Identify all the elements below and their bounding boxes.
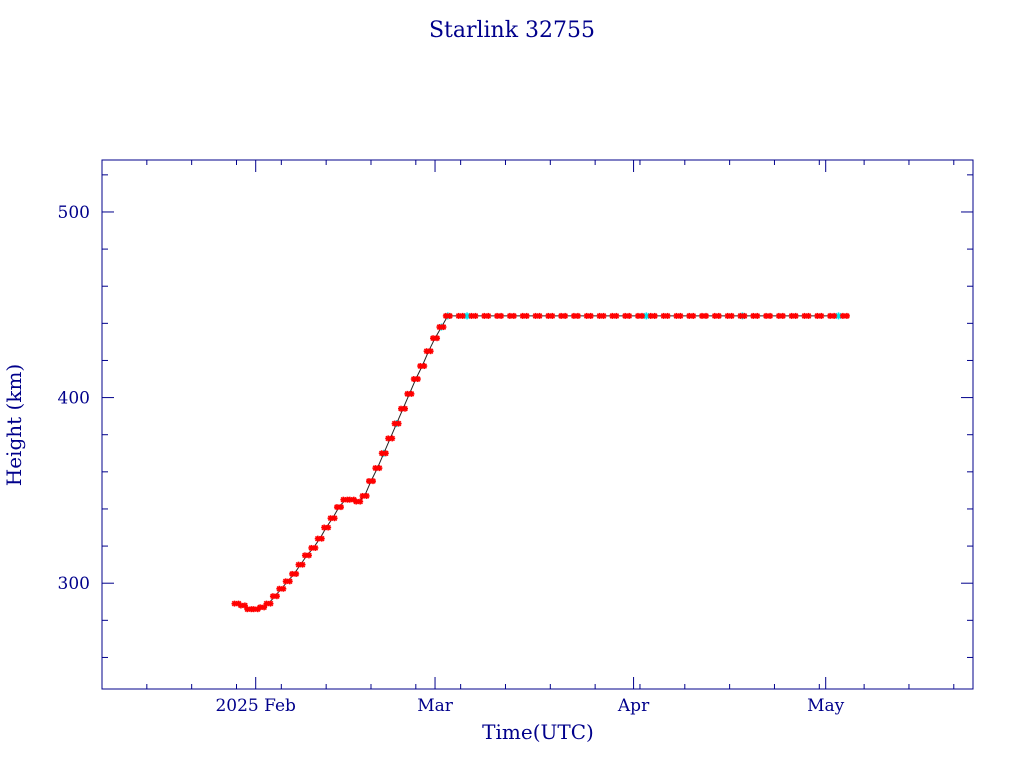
data-point xyxy=(818,312,825,319)
data-point xyxy=(677,312,684,319)
x-tick-label: May xyxy=(807,696,845,716)
x-tick-label: Apr xyxy=(617,696,650,716)
data-point xyxy=(434,335,441,342)
data-point xyxy=(664,312,671,319)
data-point xyxy=(382,450,389,457)
data-point xyxy=(831,312,838,319)
data-point xyxy=(715,312,722,319)
data-point xyxy=(363,492,370,499)
data-point xyxy=(792,312,799,319)
data-point xyxy=(357,498,364,505)
data-points xyxy=(231,312,850,613)
data-point xyxy=(299,561,306,568)
y-tick-label: 500 xyxy=(58,203,90,223)
interpolated-points xyxy=(380,312,843,457)
x-axis-ticks: 2025 Feb Mar Apr May xyxy=(215,160,845,716)
data-point xyxy=(472,312,479,319)
data-point xyxy=(523,312,530,319)
data-point xyxy=(703,312,710,319)
data-point xyxy=(536,312,543,319)
data-point xyxy=(446,312,453,319)
data-point xyxy=(549,312,556,319)
data-point xyxy=(273,593,280,600)
data-point xyxy=(510,312,517,319)
data-point xyxy=(280,585,287,592)
data-point xyxy=(337,504,344,511)
chart-title: Starlink 32755 xyxy=(429,18,595,43)
height-series-line xyxy=(236,315,845,610)
y-axis-label: Height (km) xyxy=(2,364,26,486)
data-point xyxy=(562,312,569,319)
data-point xyxy=(574,312,581,319)
data-point xyxy=(293,570,300,577)
data-point xyxy=(395,420,402,427)
data-point xyxy=(779,312,786,319)
data-point xyxy=(613,312,620,319)
data-point xyxy=(325,524,332,531)
data-point xyxy=(369,478,376,485)
data-point xyxy=(805,312,812,319)
data-point xyxy=(485,312,492,319)
data-point xyxy=(331,515,338,522)
data-point xyxy=(741,312,748,319)
data-point xyxy=(600,312,607,319)
data-point xyxy=(414,376,421,383)
data-point xyxy=(638,312,645,319)
data-point xyxy=(408,390,415,397)
data-point xyxy=(651,312,658,319)
data-point xyxy=(587,312,594,319)
data-point xyxy=(402,405,409,412)
data-point xyxy=(754,312,761,319)
data-point xyxy=(498,312,505,319)
data-point xyxy=(421,363,428,370)
minor-ticks xyxy=(102,160,973,689)
x-axis-label: Time(UTC) xyxy=(482,720,594,744)
y-axis-ticks: 300 400 500 xyxy=(58,203,973,594)
y-tick-label: 300 xyxy=(58,574,90,594)
data-point xyxy=(389,435,396,442)
data-point xyxy=(312,544,319,551)
data-point xyxy=(843,312,850,319)
data-point xyxy=(286,578,293,585)
data-point xyxy=(318,535,325,542)
data-point xyxy=(728,312,735,319)
data-point xyxy=(305,552,312,559)
data-point xyxy=(767,312,774,319)
data-point xyxy=(376,465,383,472)
data-point xyxy=(427,348,434,355)
data-point xyxy=(459,312,466,319)
data-point xyxy=(267,600,274,607)
x-tick-label: 2025 Feb xyxy=(215,696,296,716)
data-point xyxy=(690,312,697,319)
data-point xyxy=(626,312,633,319)
series-line xyxy=(236,315,845,610)
data-point xyxy=(440,324,447,331)
y-tick-label: 400 xyxy=(58,389,90,409)
plot-frame xyxy=(101,159,974,690)
x-tick-label: Mar xyxy=(417,696,454,716)
